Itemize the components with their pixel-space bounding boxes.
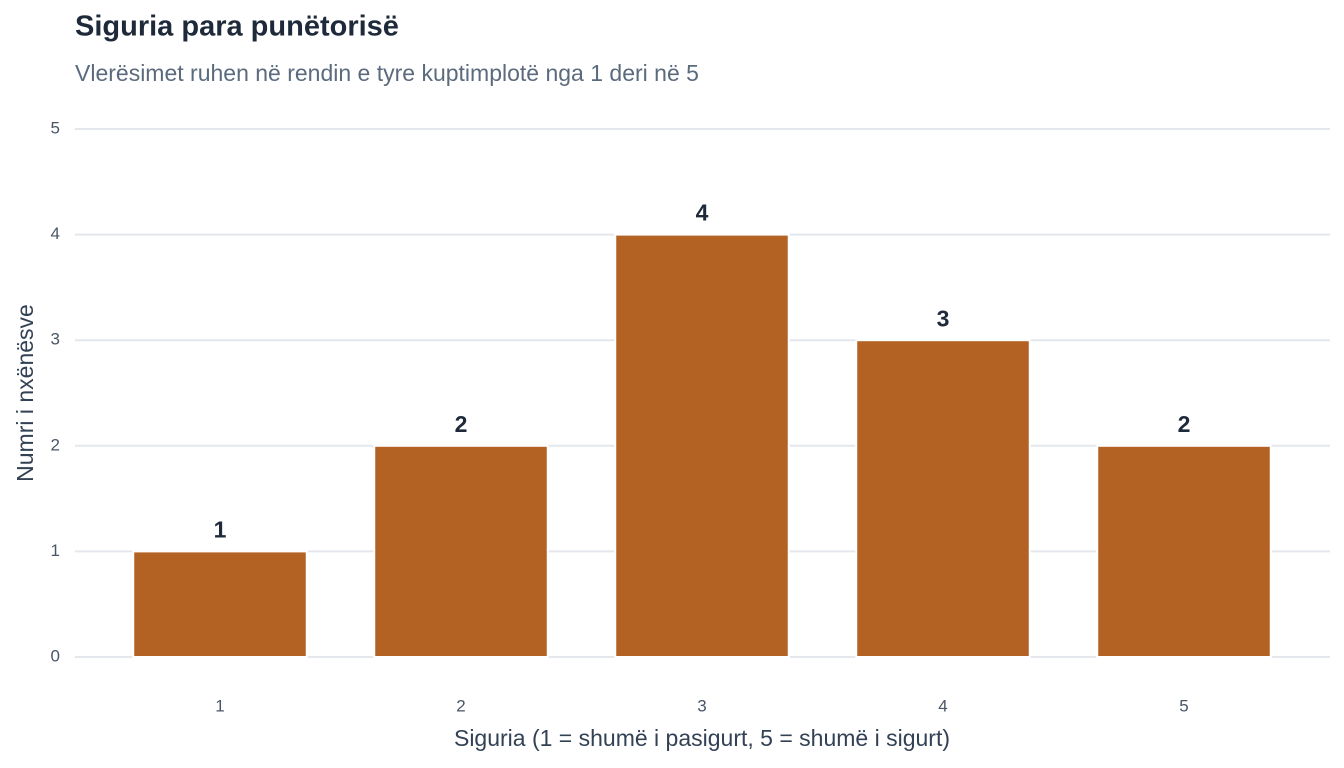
x-tick-label: 2 (456, 696, 465, 715)
x-tick-label: 1 (215, 696, 224, 715)
x-tick-label: 4 (938, 696, 947, 715)
y-tick-label: 3 (51, 330, 60, 349)
chart-subtitle: Vlerësimet ruhen në rendin e tyre kuptim… (75, 60, 699, 86)
value-label: 2 (1178, 411, 1191, 437)
x-tick-label: 3 (697, 696, 706, 715)
y-tick-label: 5 (51, 118, 60, 137)
y-tick-label: 2 (51, 435, 60, 454)
y-tick-label: 1 (51, 541, 60, 560)
bar (614, 233, 790, 658)
bar (132, 550, 308, 659)
y-axis-title: Numri i nxënësve (12, 304, 38, 482)
x-tick-label: 5 (1179, 696, 1188, 715)
value-label: 4 (696, 200, 709, 226)
value-label: 2 (455, 411, 468, 437)
value-label: 3 (937, 305, 950, 331)
y-tick-label: 0 (51, 646, 60, 665)
value-label: 1 (214, 516, 227, 542)
x-axis-title: Siguria (1 = shumë i pasigurt, 5 = shumë… (454, 725, 950, 751)
chart-title: Siguria para punëtorisë (75, 11, 399, 43)
bar (855, 339, 1031, 658)
bar (1096, 444, 1272, 658)
y-tick-label: 4 (51, 224, 60, 243)
bar (373, 444, 549, 658)
